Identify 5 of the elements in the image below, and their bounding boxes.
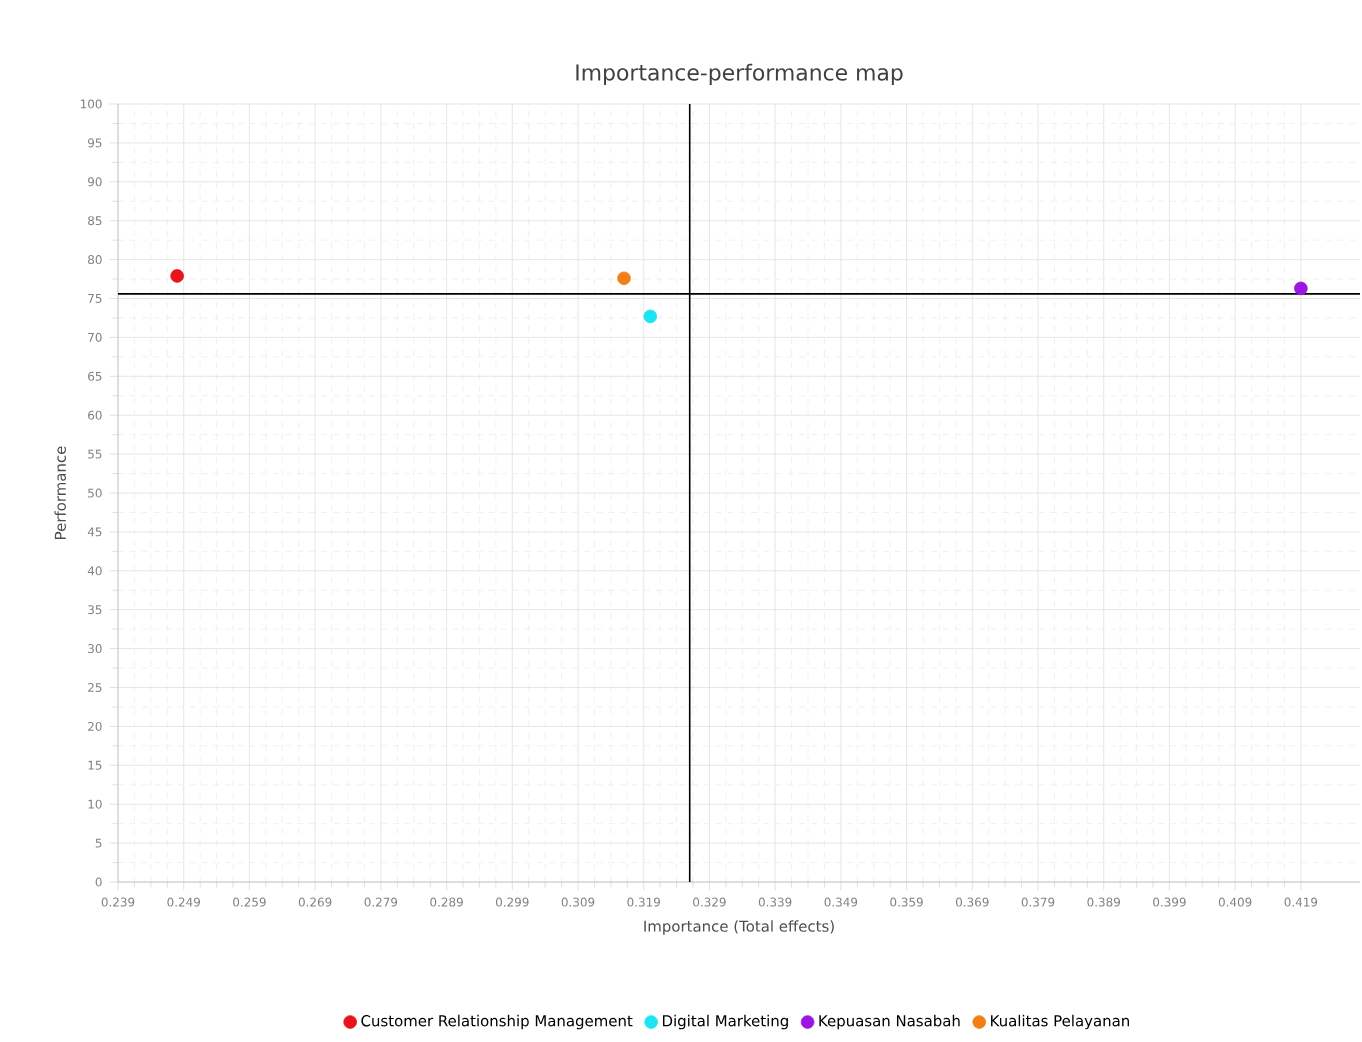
point (643, 309, 658, 324)
chart-title: Importance-performance map (576, 63, 903, 85)
point (1294, 281, 1308, 296)
point (170, 269, 184, 283)
point (617, 271, 631, 286)
